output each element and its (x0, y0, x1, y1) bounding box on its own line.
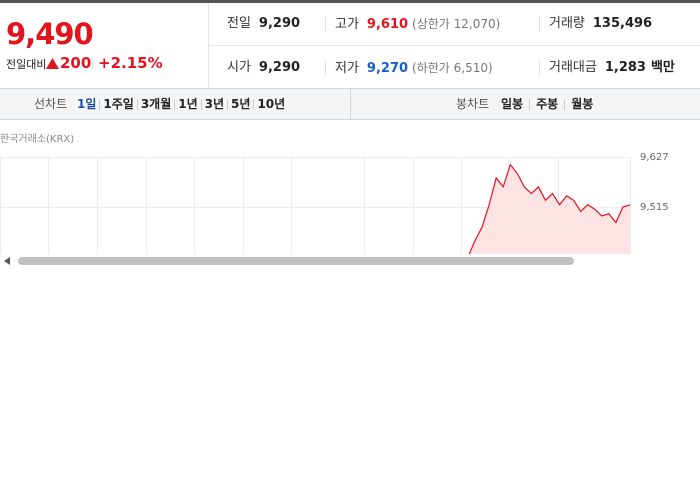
stat-note: (상한가 12,070) (412, 17, 501, 31)
divider (564, 99, 566, 110)
chart-tabs: 선차트 1일 1주일 3개월 1년 3년 5년 10년 봉차트 일봉 주봉 월봉 (0, 88, 700, 120)
divider (253, 99, 255, 110)
divider (539, 17, 540, 31)
stat-unit: 백만 (650, 60, 675, 75)
stat-label: 전일 (227, 16, 251, 31)
change-label: 전일대비 (6, 58, 47, 71)
chart: 9,627 9,515 (0, 152, 669, 254)
stat-value: 1,283 (604, 60, 646, 75)
change-rate: +2.15% (98, 54, 163, 72)
area (469, 164, 630, 254)
price: 9,490 (6, 17, 94, 51)
stat: 거래량 135,496 (549, 3, 652, 45)
stat-label: 고가 (335, 17, 359, 32)
stat-label: 시가 (227, 60, 251, 75)
stat-value: 9,610 (366, 17, 409, 32)
chart-source: 한국거래소(KRX) (0, 134, 75, 145)
divider (136, 99, 138, 110)
stat: 시가 9,290 (227, 47, 300, 89)
up-icon (46, 58, 59, 69)
stat-label: 거래량 (549, 16, 585, 31)
candle-tab[interactable]: 일봉 (501, 97, 524, 111)
divider (529, 99, 531, 110)
stat-value: 9,290 (258, 60, 301, 75)
y-tick-label: 9,515 (640, 202, 669, 213)
stats-row: 시가 9,290 저가 9,270 (하한가 6,510) 거래대금 1,283 백만 (209, 47, 700, 89)
candle-chart-label: 봉차트 (456, 97, 490, 111)
period-tab[interactable]: 1년 (178, 97, 198, 111)
stats-row: 전일 9,290 고가 9,610 (상한가 12,070) 거래량 135,496 (209, 3, 700, 46)
scrollbar[interactable] (0, 254, 700, 268)
candle-tab[interactable]: 월봉 (571, 97, 594, 111)
period-tab[interactable]: 3개월 (140, 97, 172, 111)
stat: 저가 9,270 (하한가 6,510) (335, 47, 493, 89)
quote-panel: 9,490 전일대비 200 +2.15% 전일 9,290 고가 9,610 (상한가… (0, 0, 700, 88)
stat-value: 9,290 (258, 16, 301, 31)
y-tick-label: 9,627 (640, 152, 669, 163)
line-chart-label: 선차트 (34, 97, 68, 111)
candle-tab[interactable]: 주봉 (536, 97, 559, 111)
period-tab[interactable]: 5년 (231, 97, 251, 111)
stat-label: 거래대금 (549, 60, 597, 75)
change: 200 (60, 54, 92, 72)
stat-label: 저가 (335, 61, 359, 76)
divider (325, 61, 326, 75)
divider (200, 99, 202, 110)
price-box: 9,490 전일대비 200 +2.15% (0, 3, 209, 88)
divider (92, 58, 93, 70)
divider (174, 99, 176, 110)
scroll-thumb[interactable] (18, 257, 574, 265)
divider (325, 17, 326, 31)
price-line (468, 163, 631, 254)
stat-value: 9,270 (366, 61, 409, 76)
divider (350, 89, 351, 119)
divider (227, 99, 229, 110)
stat: 고가 9,610 (상한가 12,070) (335, 3, 500, 45)
stat: 거래대금 1,283 백만 (549, 47, 675, 89)
divider (539, 61, 540, 75)
period-tab[interactable]: 3년 (204, 97, 225, 111)
period-tab[interactable]: 1일 (77, 97, 97, 111)
stat-note: (하한가 6,510) (412, 61, 493, 75)
stat: 전일 9,290 (227, 3, 300, 45)
period-tab[interactable]: 10년 (257, 97, 286, 111)
scroll-left[interactable] (4, 257, 10, 265)
period-tab[interactable]: 1주일 (103, 97, 134, 111)
stat-value: 135,496 (592, 16, 653, 31)
divider (99, 99, 101, 110)
